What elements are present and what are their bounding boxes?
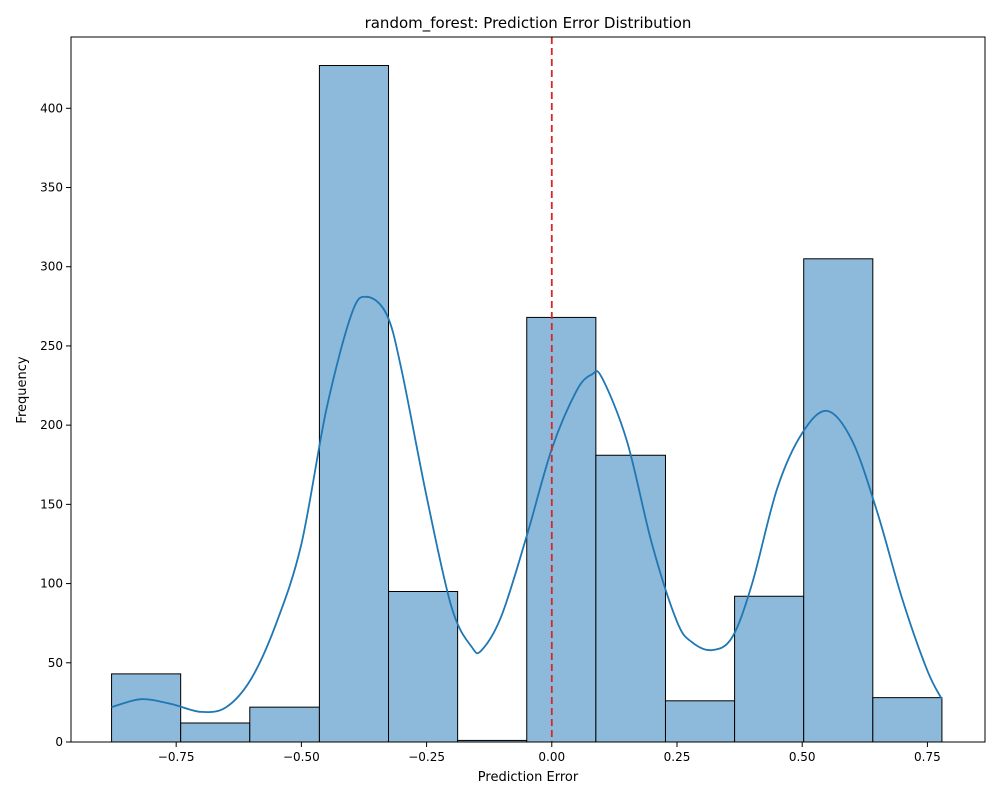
histogram-bar xyxy=(734,595,805,743)
histogram-bar xyxy=(595,454,666,743)
x-tick-label: 0.75 xyxy=(914,750,941,764)
histogram-bar xyxy=(872,697,943,743)
y-tick-label: 200 xyxy=(40,418,63,432)
histogram-bar xyxy=(249,706,320,743)
x-tick-label: −0.50 xyxy=(283,750,320,764)
plot-frame xyxy=(70,36,986,743)
x-tick-label: −0.25 xyxy=(408,750,445,764)
kde-curve xyxy=(111,295,943,714)
x-tick-label: 0.00 xyxy=(538,750,565,764)
x-tick-label: −0.75 xyxy=(158,750,195,764)
y-tick-label: 400 xyxy=(40,101,63,115)
histogram-bar xyxy=(111,673,182,743)
histogram-bar xyxy=(318,65,390,743)
y-tick-label: 250 xyxy=(40,339,63,353)
y-axis-ticks: 0 50 100 150 200 250 300 350 400 xyxy=(40,101,71,749)
y-tick-label: 300 xyxy=(40,260,63,274)
y-tick-label: 0 xyxy=(55,735,63,749)
y-tick-label: 350 xyxy=(40,181,63,195)
histogram-bar xyxy=(526,316,597,743)
y-axis-label: Frequency xyxy=(15,356,30,423)
histogram-bar xyxy=(388,590,459,743)
chart-title: random_forest: Prediction Error Distribu… xyxy=(365,14,692,33)
x-tick-label: 0.50 xyxy=(789,750,816,764)
histogram-bar xyxy=(803,258,874,743)
y-tick-label: 150 xyxy=(40,497,63,511)
histogram-bar xyxy=(664,700,736,743)
y-tick-label: 50 xyxy=(48,656,63,670)
x-axis-label: Prediction Error xyxy=(478,770,579,785)
x-axis-ticks: −0.75 −0.50 −0.25 0.00 0.25 0.50 0.75 xyxy=(158,742,941,764)
x-tick-label: 0.25 xyxy=(664,750,691,764)
histogram-bar xyxy=(180,722,251,743)
y-tick-label: 100 xyxy=(40,577,63,591)
bars-layer xyxy=(111,65,943,743)
